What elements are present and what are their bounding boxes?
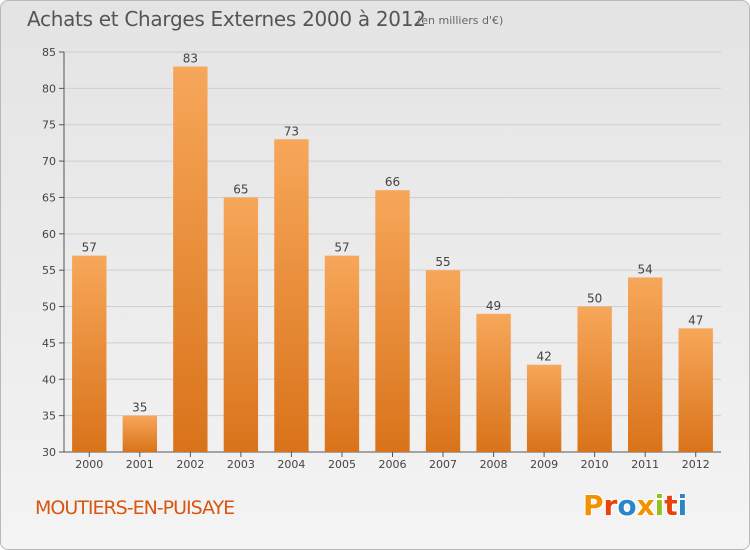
bar [324, 255, 360, 452]
logo-letter: P [583, 489, 604, 522]
y-tick-label: 85 [42, 46, 56, 59]
bar [173, 66, 208, 452]
bar-value-label: 35 [132, 401, 147, 415]
bar [122, 415, 157, 452]
y-tick-label: 45 [42, 337, 56, 350]
logo-letter: r [603, 489, 618, 522]
bar-value-label: 83 [183, 52, 198, 66]
x-tick-label: 2004 [277, 458, 305, 471]
logo-letter: i [677, 489, 688, 522]
bar-value-label: 66 [385, 175, 400, 189]
data-labels: 57 35 83 65 73 57 66 55 49 42 50 54 47 [82, 52, 704, 415]
chart-title: Achats et Charges Externes 2000 à 2012 [27, 7, 426, 31]
x-tick-label: 2007 [429, 458, 457, 471]
x-tick-labels: 2000 2001 2002 2003 2004 2005 2006 2007 2008 2009… [75, 458, 709, 471]
bar [375, 190, 410, 452]
y-tick-label: 30 [42, 446, 56, 459]
city-name: MOUTIERS-EN-PUISAYE [35, 497, 235, 519]
logo-letter: o [617, 489, 637, 522]
bar [678, 328, 713, 452]
x-tick-label: 2010 [581, 458, 609, 471]
logo-letter: x [636, 489, 655, 522]
bar-value-label: 47 [688, 313, 703, 327]
bars [72, 66, 713, 453]
bar-value-label: 54 [638, 262, 653, 276]
x-tick-label: 2011 [631, 458, 659, 471]
x-tick-label: 2002 [176, 458, 204, 471]
proxiti-logo: Proxiti [583, 489, 687, 522]
y-tick-label: 35 [42, 410, 56, 423]
x-tick-label: 2005 [328, 458, 356, 471]
y-tick-label: 70 [42, 155, 56, 168]
bar-value-label: 50 [587, 292, 602, 306]
bar [577, 306, 612, 452]
x-tick-label: 2006 [379, 458, 407, 471]
y-tick-label: 55 [42, 264, 56, 277]
bar [223, 197, 259, 452]
y-tick-label: 50 [42, 301, 56, 314]
bar [72, 255, 107, 452]
bar-value-label: 42 [536, 350, 551, 364]
x-tick-label: 2008 [480, 458, 508, 471]
y-tick-label: 40 [42, 373, 56, 386]
bar-value-label: 73 [284, 124, 299, 138]
bar [425, 270, 461, 452]
x-tick-label: 2001 [126, 458, 154, 471]
y-tick-label: 65 [42, 191, 56, 204]
x-tick-label: 2003 [227, 458, 255, 471]
bar-value-label: 57 [82, 241, 97, 255]
logo-letter: i [654, 489, 665, 522]
bar-value-label: 65 [233, 182, 248, 196]
bar [628, 277, 663, 452]
bar [476, 313, 511, 452]
bar [274, 139, 309, 453]
bar-value-label: 55 [435, 255, 450, 269]
logo-letter: t [664, 489, 678, 522]
bar [526, 364, 562, 452]
bar-value-label: 49 [486, 299, 501, 313]
x-tick-label: 2012 [682, 458, 710, 471]
y-tick-label: 75 [42, 119, 56, 132]
y-tick-labels: 30 35 40 45 50 55 60 65 70 75 80 85 [42, 46, 56, 459]
x-tick-label: 2000 [75, 458, 103, 471]
y-tick-label: 80 [42, 82, 56, 95]
x-tick-label: 2009 [530, 458, 558, 471]
chart-subtitle: (en milliers d'€) [417, 14, 504, 27]
y-tick-label: 60 [42, 228, 56, 241]
bar-value-label: 57 [334, 241, 349, 255]
